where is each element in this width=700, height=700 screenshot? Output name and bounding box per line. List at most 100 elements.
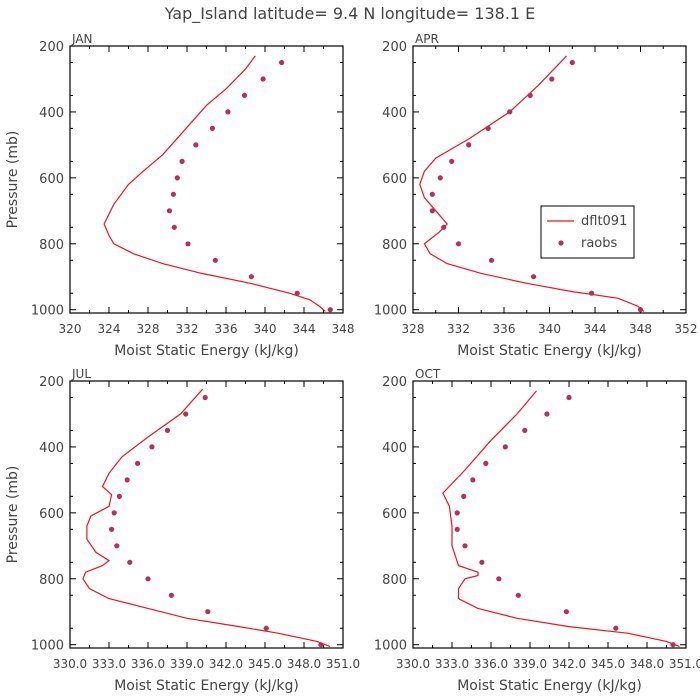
jul-xtick-label: 333.0	[92, 657, 126, 671]
oct-obs-point	[670, 642, 676, 648]
panels: JAN 200 400 600 800 1000 320 324 328 332 336 340 344…	[5, 32, 700, 694]
apr-obs-point	[527, 92, 533, 98]
jul-obs-point	[183, 411, 189, 417]
jan-ytick-label: 400	[39, 106, 64, 121]
figure-title: Yap_Island latitude= 9.4 N longitude= 13…	[164, 4, 536, 24]
jan-obs-point	[185, 241, 191, 247]
jul-obs-point	[168, 592, 174, 598]
jul-obs-point	[127, 559, 133, 565]
apr-xlabel: Moist Static Energy (kJ/kg)	[457, 343, 642, 359]
apr-obs-point	[449, 158, 455, 164]
jan-xtick-label: 324	[98, 322, 121, 336]
oct-xtick-label: 348.0	[630, 657, 664, 671]
oct-obs-point	[522, 427, 528, 433]
jul-obs-point	[202, 394, 208, 401]
jan-obs-point	[166, 208, 172, 214]
oct-obs-point	[613, 625, 619, 631]
oct-xtick-label: 342.0	[552, 657, 586, 671]
apr-obs-point	[569, 59, 575, 66]
jul-obs-point	[205, 609, 211, 615]
jan-obs-point	[248, 274, 254, 280]
apr-frame	[412, 45, 687, 314]
apr-obs-point	[429, 208, 435, 214]
oct-obs-point	[483, 460, 489, 466]
oct-xtick-label: 333.0	[435, 657, 469, 671]
jul-xtick-label: 351.0	[326, 657, 360, 671]
jul-obs-point	[109, 526, 115, 532]
apr-ytick-label: 400	[382, 106, 407, 121]
apr-obs-point	[441, 224, 447, 230]
jan-obs-point	[260, 76, 266, 82]
oct-panel-label: OCT	[415, 367, 441, 381]
jan-obs-point	[171, 224, 177, 230]
jan-obs-point	[209, 125, 215, 131]
panel-jul: JUL 200 400 600 800 1000 330.0 333.0 336.0 339.0 3…	[5, 367, 360, 694]
oct-obs-point	[502, 444, 508, 450]
oct-xtick-label: 336.0	[474, 657, 508, 671]
legend: dflt091 raobs	[540, 205, 635, 259]
apr-xtick-label: 352	[675, 322, 698, 336]
oct-obs-point	[544, 411, 550, 417]
jul-model-line	[82, 388, 331, 647]
jan-xtick-label: 344	[293, 322, 316, 336]
jan-ytick-label: 800	[39, 238, 64, 253]
jul-xtick-label: 345.0	[248, 657, 282, 671]
jul-panel-label: JUL	[71, 367, 91, 381]
jul-obs-point	[318, 642, 324, 648]
apr-obs-point	[466, 142, 472, 148]
jan-obs-point	[241, 92, 248, 98]
jul-xtick-label: 336.0	[131, 657, 165, 671]
jan-obs-point	[294, 290, 300, 296]
oct-xtick-label: 351.0	[669, 657, 700, 671]
jul-xtick-label: 330.0	[53, 657, 87, 671]
jan-xtick-label: 332	[176, 322, 199, 336]
apr-xtick-label: 340	[538, 322, 561, 336]
jan-obs-point	[225, 109, 231, 115]
jul-obs-point	[124, 477, 130, 483]
apr-obs-point	[507, 109, 513, 115]
apr-obs-point	[485, 125, 491, 131]
legend-obs-label: raobs	[581, 236, 618, 251]
jul-obs-point	[263, 625, 269, 631]
jul-obs-point	[116, 493, 122, 499]
jan-xtick-label: 340	[254, 322, 277, 336]
oct-obs-point	[470, 477, 476, 483]
panel-oct: OCT 200 400 600 800 1000 330.0 333.0 336.0 339.0 3…	[374, 367, 700, 694]
apr-ytick-label: 800	[382, 238, 407, 253]
jan-obs-point	[327, 307, 333, 313]
jul-obs-point	[164, 427, 171, 433]
legend-box	[540, 205, 635, 259]
oct-obs-point	[454, 526, 460, 532]
oct-obs-point	[566, 394, 572, 401]
oct-xtick-label: 345.0	[591, 657, 625, 671]
oct-obs-point	[563, 609, 570, 615]
jan-obs-point	[212, 257, 218, 263]
jan-xtick-label: 320	[59, 322, 82, 336]
jan-xtick-label: 336	[215, 322, 238, 336]
apr-xtick-label: 344	[584, 322, 607, 336]
apr-panel-label: APR	[415, 32, 439, 46]
jul-xtick-label: 342.0	[209, 657, 243, 671]
jul-xlabel: Moist Static Energy (kJ/kg)	[114, 678, 299, 694]
jan-xlabel: Moist Static Energy (kJ/kg)	[114, 343, 299, 359]
jan-frame	[69, 45, 344, 314]
jul-ytick-label: 1000	[31, 639, 64, 654]
jan-ytick-label: 200	[39, 40, 64, 55]
apr-xtick-label: 332	[447, 322, 470, 336]
oct-ytick-label: 600	[382, 507, 407, 522]
oct-obs-point	[454, 510, 460, 516]
jul-ylabel: Pressure (mb)	[5, 466, 21, 564]
jan-ytick-label: 600	[39, 172, 64, 187]
jul-ytick-label: 200	[39, 375, 64, 390]
legend-obs-swatch	[558, 240, 564, 246]
apr-xtick-label: 348	[629, 322, 652, 336]
jul-obs-point	[145, 576, 151, 582]
oct-frame	[412, 380, 687, 649]
jul-xtick-label: 348.0	[287, 657, 321, 671]
oct-obs-point	[462, 543, 468, 549]
apr-obs-point	[437, 175, 443, 181]
jan-obs-point	[279, 59, 285, 66]
oct-xlabel: Moist Static Energy (kJ/kg)	[457, 678, 642, 694]
apr-obs-point	[589, 290, 595, 296]
